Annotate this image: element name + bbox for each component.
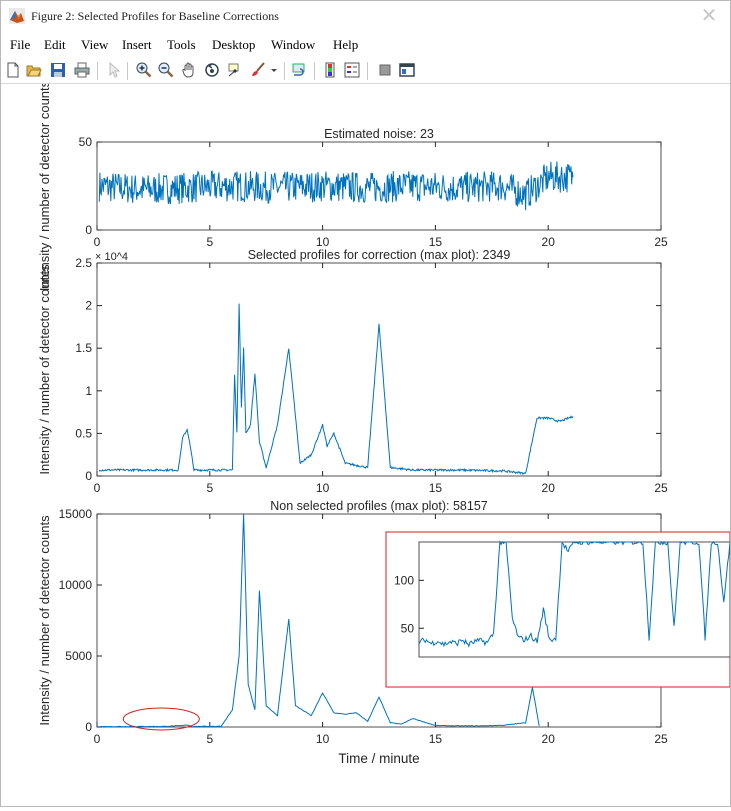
x-tick-label: 20: [542, 481, 556, 495]
menu-desktop[interactable]: Desktop: [212, 37, 256, 52]
window-title: Figure 2: Selected Profiles for Baseline…: [31, 9, 279, 23]
inset-series-line: [418, 540, 731, 648]
new-figure-icon[interactable]: [5, 62, 21, 78]
x-tick-label: 15: [429, 732, 443, 746]
x-tick-label: 0: [94, 235, 101, 249]
x-tick-label: 25: [654, 732, 668, 746]
x-tick-label: 25: [654, 481, 668, 495]
menu-insert[interactable]: Insert: [122, 37, 152, 52]
y-tick-label: 1.5: [75, 341, 92, 355]
axes-title-3: Non selected profiles (max plot): 58157: [270, 499, 488, 513]
x-tick-label: 5: [206, 481, 213, 495]
y-tick-label: 2: [85, 299, 92, 313]
highlight-ellipse: [122, 707, 200, 731]
y-tick-label: 0: [85, 469, 92, 483]
brush-dropdown-icon[interactable]: [269, 62, 279, 78]
axes-title-1: Estimated noise: 23: [324, 127, 434, 141]
x-tick-label: 20: [542, 235, 556, 249]
inset-y-tick-label: 100: [394, 573, 414, 587]
x-tick-label: 0: [94, 732, 101, 746]
data-cursor-icon[interactable]: [227, 62, 243, 78]
axes-title-2: Selected profiles for correction (max pl…: [248, 248, 511, 262]
y-axis-label-3: Intensity / number of detector counts: [37, 515, 52, 726]
menu-window[interactable]: Window: [271, 37, 316, 52]
save-icon[interactable]: [50, 62, 66, 78]
y-axis-label-1: Intensity / number of detector counts: [37, 84, 52, 291]
colorbar-icon[interactable]: [323, 62, 339, 78]
y-tick-label: 2.5: [75, 256, 92, 270]
close-button[interactable]: ✕: [700, 5, 718, 27]
x-tick-label: 15: [429, 481, 443, 495]
figure-toolbar: [1, 58, 730, 84]
edit-plot-arrow-icon[interactable]: [105, 62, 121, 78]
x-tick-label: 10: [316, 732, 330, 746]
y-tick-label: 15000: [59, 507, 93, 521]
x-tick-label: 25: [654, 235, 668, 249]
y-tick-label: 5000: [65, 649, 92, 663]
toolbar-separator: [97, 62, 98, 80]
y-tick-label: 1: [85, 384, 92, 398]
menu-bar: File Edit View Insert Tools Desktop Wind…: [1, 35, 730, 55]
inset-axes-box: [418, 541, 731, 658]
pan-hand-icon[interactable]: [181, 62, 197, 78]
menu-tools[interactable]: Tools: [167, 37, 196, 52]
x-tick-label: 5: [206, 235, 213, 249]
x-tick-label: 10: [316, 481, 330, 495]
print-icon[interactable]: [74, 62, 90, 78]
toolbar-separator: [367, 62, 368, 80]
title-bar: Figure 2: Selected Profiles for Baseline…: [1, 1, 730, 33]
menu-help[interactable]: Help: [333, 37, 359, 52]
toolbar-separator: [314, 62, 315, 80]
x-tick-label: 0: [94, 481, 101, 495]
x-tick-label: 15: [429, 235, 443, 249]
inset-y-tick-label: 50: [401, 621, 415, 635]
legend-icon[interactable]: [344, 62, 360, 78]
y-tick-label: 10000: [59, 578, 93, 592]
menu-edit[interactable]: Edit: [44, 37, 66, 52]
toolbar-separator: [127, 62, 128, 80]
series-line-2: [98, 303, 574, 476]
open-file-icon[interactable]: [26, 62, 42, 78]
toolbar-separator: [284, 62, 285, 80]
series-line-3: [99, 514, 540, 728]
y-tick-label: 0: [85, 223, 92, 237]
rotate-3d-icon[interactable]: [204, 62, 220, 78]
series-line-1: [98, 161, 574, 211]
y-tick-label: 50: [79, 135, 93, 149]
y-tick-label: 0.5: [75, 426, 92, 440]
x-tick-label: 20: [542, 732, 556, 746]
show-plot-tools-icon[interactable]: [399, 62, 415, 78]
x-tick-label: 10: [316, 235, 330, 249]
figure-canvas: 0 5 10 15 20 25 0 50 Estimated noise: 23 Intensit…: [1, 80, 731, 806]
y-axis-label-2: Intensity / number of detector counts: [37, 264, 52, 475]
matlab-icon: [9, 8, 25, 24]
axes-box-2: [96, 262, 662, 477]
link-plot-icon[interactable]: [291, 62, 307, 78]
menu-view[interactable]: View: [81, 37, 109, 52]
y-exponent-label: × 10^4: [95, 251, 128, 263]
x-axis-label: Time / minute: [338, 751, 419, 766]
menu-file[interactable]: File: [10, 37, 31, 52]
y-tick-label: 0: [85, 720, 92, 734]
hide-plot-tools-icon[interactable]: [377, 62, 393, 78]
zoom-out-icon[interactable]: [158, 62, 174, 78]
zoom-in-icon[interactable]: [136, 62, 152, 78]
x-tick-label: 5: [206, 732, 213, 746]
brush-icon[interactable]: [250, 62, 266, 78]
